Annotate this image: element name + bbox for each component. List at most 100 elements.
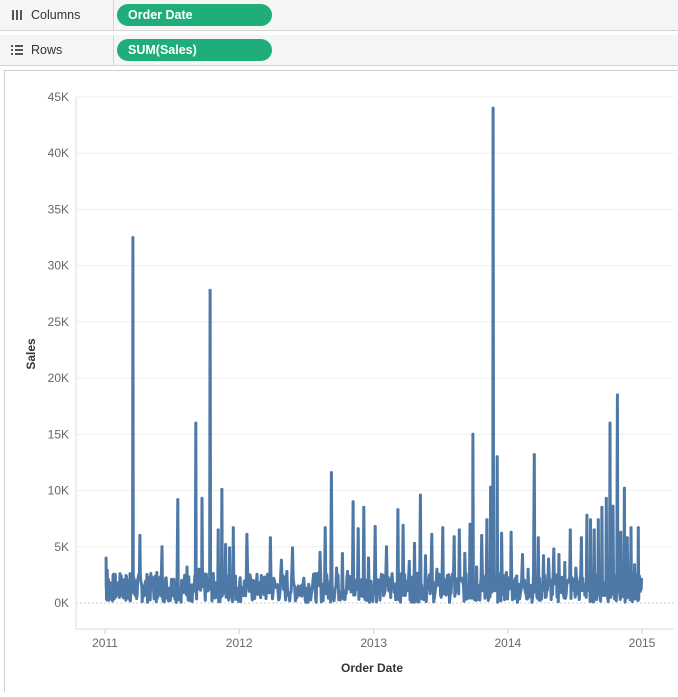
data-point[interactable] <box>500 531 504 535</box>
data-point[interactable] <box>170 577 173 581</box>
data-point[interactable] <box>114 584 118 588</box>
data-point[interactable] <box>418 493 422 497</box>
data-point[interactable] <box>430 532 434 536</box>
data-point[interactable] <box>155 571 159 575</box>
data-point[interactable] <box>356 527 360 531</box>
data-point[interactable] <box>452 535 456 539</box>
data-point[interactable] <box>446 574 450 578</box>
data-point[interactable] <box>245 532 249 536</box>
data-point[interactable] <box>302 576 306 580</box>
data-point[interactable] <box>216 528 220 532</box>
data-point[interactable] <box>390 572 394 576</box>
data-point[interactable] <box>124 588 128 591</box>
rows-pill-sum-sales[interactable]: SUM(Sales) <box>117 39 272 61</box>
data-point[interactable] <box>633 563 637 567</box>
data-point[interactable] <box>568 528 572 532</box>
data-point[interactable] <box>268 536 272 540</box>
data-point[interactable] <box>441 526 445 530</box>
data-point[interactable] <box>125 581 129 585</box>
data-point[interactable] <box>307 586 311 590</box>
data-point[interactable] <box>435 567 439 571</box>
data-point[interactable] <box>160 545 164 549</box>
chart-view[interactable]: 0K 5K 10K 15K 20K 25K 30K 35K 40K 45K 2011 2012 201… <box>4 70 678 692</box>
data-point[interactable] <box>220 487 224 491</box>
data-point[interactable] <box>600 505 604 509</box>
data-point[interactable] <box>480 534 484 537</box>
data-point[interactable] <box>379 584 383 588</box>
data-point[interactable] <box>228 546 232 550</box>
data-point[interactable] <box>619 530 623 534</box>
data-point[interactable] <box>463 552 467 555</box>
data-point[interactable] <box>240 589 244 593</box>
data-point[interactable] <box>563 561 567 564</box>
data-point[interactable] <box>475 565 479 569</box>
data-point[interactable] <box>296 584 300 588</box>
data-point[interactable] <box>636 526 640 530</box>
data-point[interactable] <box>622 486 626 490</box>
data-point[interactable] <box>385 545 388 549</box>
data-point[interactable] <box>318 550 322 554</box>
data-point[interactable] <box>547 557 551 561</box>
data-point[interactable] <box>424 554 427 558</box>
data-point[interactable] <box>110 598 114 602</box>
data-point[interactable] <box>313 572 317 576</box>
data-point[interactable] <box>608 421 612 425</box>
data-point[interactable] <box>197 567 201 571</box>
data-point[interactable] <box>373 525 377 528</box>
data-point[interactable] <box>119 574 123 578</box>
data-point[interactable] <box>134 592 137 596</box>
data-point[interactable] <box>579 536 583 540</box>
data-point[interactable] <box>323 526 327 530</box>
data-point[interactable] <box>509 530 513 534</box>
data-point[interactable] <box>552 547 556 551</box>
data-point[interactable] <box>285 570 289 573</box>
data-point[interactable] <box>589 518 592 522</box>
data-point[interactable] <box>165 586 169 590</box>
data-point[interactable] <box>200 496 204 500</box>
data-point[interactable] <box>367 556 370 560</box>
data-point[interactable] <box>105 568 109 572</box>
data-point[interactable] <box>257 581 261 585</box>
data-point[interactable] <box>521 553 524 557</box>
data-point[interactable] <box>504 571 508 575</box>
data-point[interactable] <box>231 526 235 530</box>
data-point[interactable] <box>471 432 475 436</box>
data-point[interactable] <box>625 536 629 540</box>
data-point[interactable] <box>407 559 411 563</box>
data-point[interactable] <box>329 471 333 475</box>
data-point[interactable] <box>185 565 189 569</box>
data-point[interactable] <box>604 496 608 500</box>
data-point[interactable] <box>468 522 472 526</box>
data-point[interactable] <box>176 498 180 502</box>
data-point[interactable] <box>585 513 589 517</box>
data-point[interactable] <box>362 505 366 509</box>
data-point[interactable] <box>212 584 216 588</box>
data-point[interactable] <box>536 536 540 540</box>
data-point[interactable] <box>194 421 198 425</box>
data-point[interactable] <box>491 106 495 110</box>
data-point[interactable] <box>489 485 493 489</box>
data-point[interactable] <box>190 583 194 587</box>
data-point[interactable] <box>611 504 615 508</box>
data-point[interactable] <box>640 577 644 581</box>
data-point[interactable] <box>629 526 633 530</box>
data-point[interactable] <box>208 288 212 292</box>
data-point[interactable] <box>335 566 339 570</box>
data-point[interactable] <box>104 556 108 560</box>
data-point[interactable] <box>138 534 142 537</box>
data-point[interactable] <box>542 554 545 558</box>
data-point[interactable] <box>131 236 135 240</box>
data-point[interactable] <box>107 581 111 585</box>
data-point[interactable] <box>236 586 240 590</box>
series-sales[interactable] <box>104 106 644 604</box>
data-point[interactable] <box>485 518 489 522</box>
data-point[interactable] <box>413 541 416 545</box>
data-point[interactable] <box>396 508 400 512</box>
data-point[interactable] <box>274 585 278 589</box>
data-point[interactable] <box>574 566 578 570</box>
data-point[interactable] <box>340 552 344 555</box>
data-point[interactable] <box>615 393 619 397</box>
data-point[interactable] <box>526 567 530 571</box>
data-point[interactable] <box>128 572 132 576</box>
